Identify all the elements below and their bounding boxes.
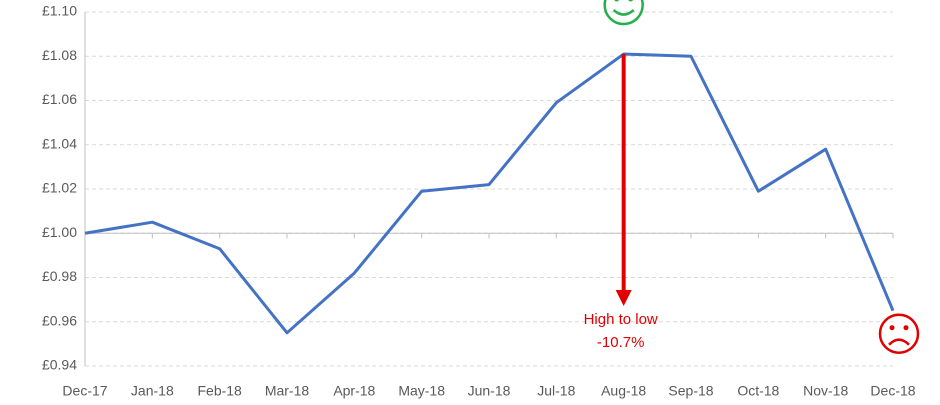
x-tick-label: Feb-18 xyxy=(197,383,242,399)
line-series xyxy=(84,52,895,335)
x-tick-label: Mar-18 xyxy=(265,383,310,399)
x-tick-label: Aug-18 xyxy=(601,383,646,399)
face-eye xyxy=(614,0,619,2)
x-tick-label: Dec-18 xyxy=(870,383,915,399)
x-tick-label: Apr-18 xyxy=(333,383,375,399)
face-outline xyxy=(603,0,644,26)
x-tick-label: Sep-18 xyxy=(668,383,713,399)
x-tick-label: Jan-18 xyxy=(131,383,174,399)
y-tick-label: £0.98 xyxy=(42,268,77,284)
x-tick-label: May-18 xyxy=(398,383,445,399)
face-eye xyxy=(903,325,909,331)
x-tick-label: Nov-18 xyxy=(803,383,848,399)
y-tick-label: £1.08 xyxy=(42,47,77,63)
y-tick-label: £1.04 xyxy=(42,135,77,151)
annotation-text: High to low xyxy=(584,311,658,328)
y-tick-label: £1.02 xyxy=(42,180,77,196)
x-tick-label: Jul-18 xyxy=(537,383,575,399)
y-tick-label: £1.06 xyxy=(42,91,77,107)
happy-face xyxy=(603,0,644,26)
face-eye xyxy=(889,325,895,331)
y-tick-label: £1.10 xyxy=(42,3,77,19)
y-tick-label: £0.94 xyxy=(42,357,77,373)
y-tick-label: £1.00 xyxy=(42,224,77,240)
y-tick-label: £0.96 xyxy=(42,312,77,328)
face-mouth xyxy=(888,338,910,346)
face-mouth xyxy=(612,9,635,16)
x-tick-label: Dec-17 xyxy=(62,383,107,399)
x-tick-label: Oct-18 xyxy=(737,383,779,399)
sad-face xyxy=(878,313,920,354)
annotation-text: -10.7% xyxy=(597,334,645,351)
x-tick-label: Jun-18 xyxy=(468,383,511,399)
face-eye xyxy=(628,0,633,2)
face-outline xyxy=(878,313,920,354)
